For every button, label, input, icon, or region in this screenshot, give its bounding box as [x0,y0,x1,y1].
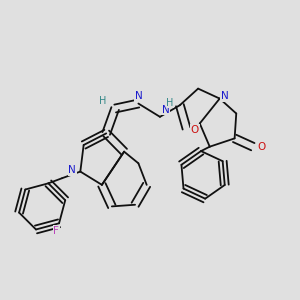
Text: H: H [99,96,106,106]
Text: N: N [221,91,229,101]
Text: O: O [191,125,199,135]
Text: O: O [257,142,265,152]
Text: F: F [53,226,59,236]
Text: N: N [68,165,76,175]
Text: N: N [162,104,170,115]
Text: H: H [166,98,174,108]
Text: N: N [134,91,142,101]
